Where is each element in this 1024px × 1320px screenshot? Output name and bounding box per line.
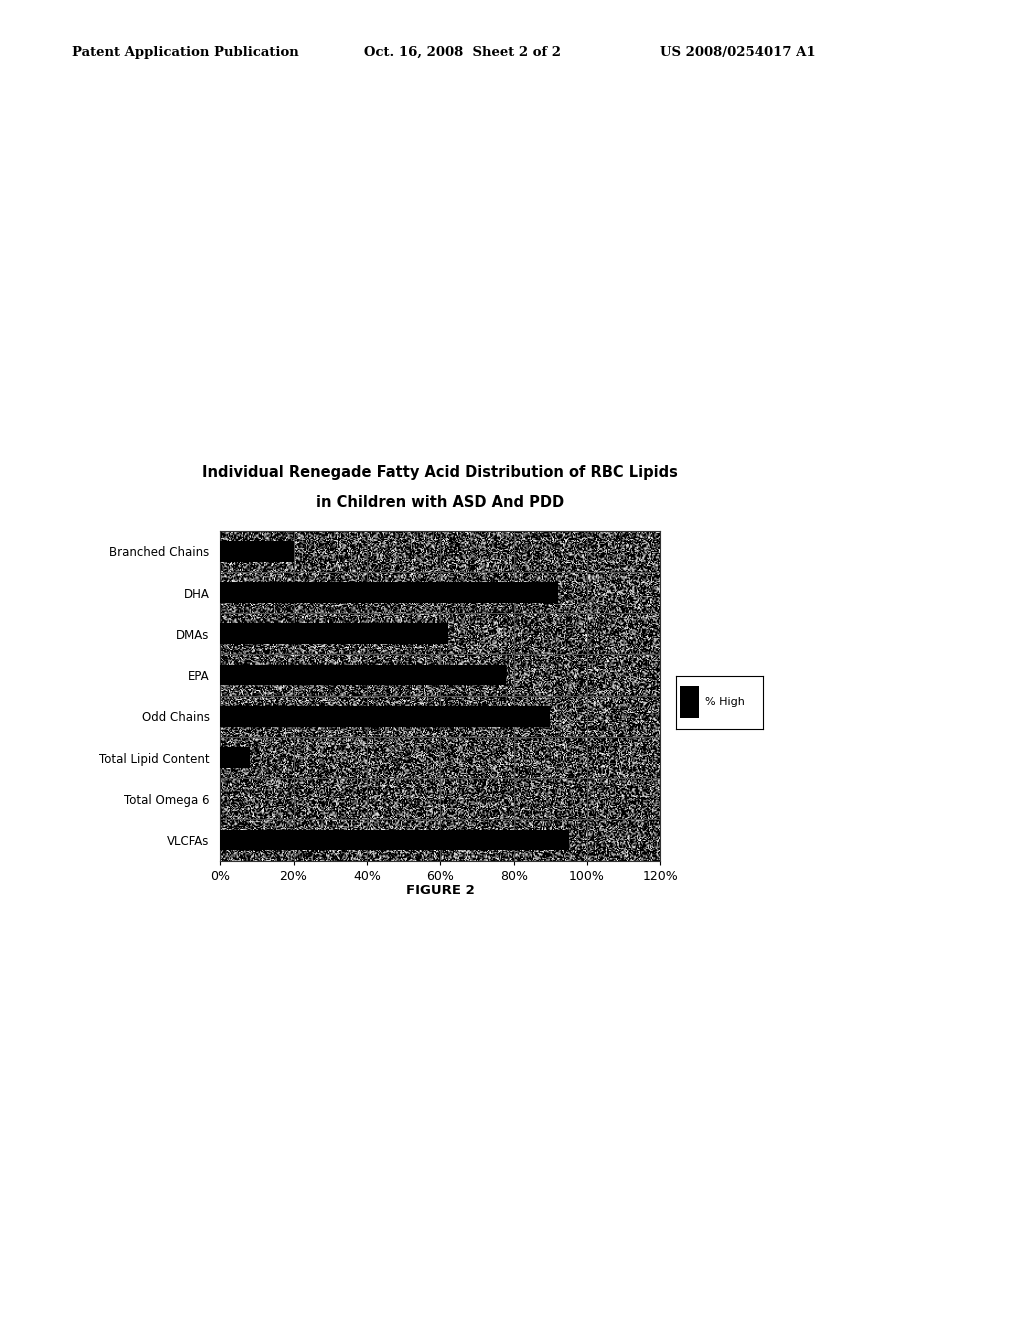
Text: in Children with ASD And PDD: in Children with ASD And PDD <box>316 495 564 510</box>
Text: Oct. 16, 2008  Sheet 2 of 2: Oct. 16, 2008 Sheet 2 of 2 <box>364 46 560 59</box>
Bar <box>220 541 294 561</box>
Bar <box>220 582 558 603</box>
Text: % High: % High <box>706 697 745 708</box>
Bar <box>220 830 568 850</box>
Bar <box>680 686 699 718</box>
Text: FIGURE 2: FIGURE 2 <box>406 884 475 898</box>
Bar <box>220 747 250 768</box>
Text: US 2008/0254017 A1: US 2008/0254017 A1 <box>660 46 816 59</box>
Bar <box>220 706 551 726</box>
Bar <box>220 623 447 644</box>
Bar <box>220 665 507 685</box>
Text: Patent Application Publication: Patent Application Publication <box>72 46 298 59</box>
Text: Individual Renegade Fatty Acid Distribution of RBC Lipids: Individual Renegade Fatty Acid Distribut… <box>203 465 678 480</box>
